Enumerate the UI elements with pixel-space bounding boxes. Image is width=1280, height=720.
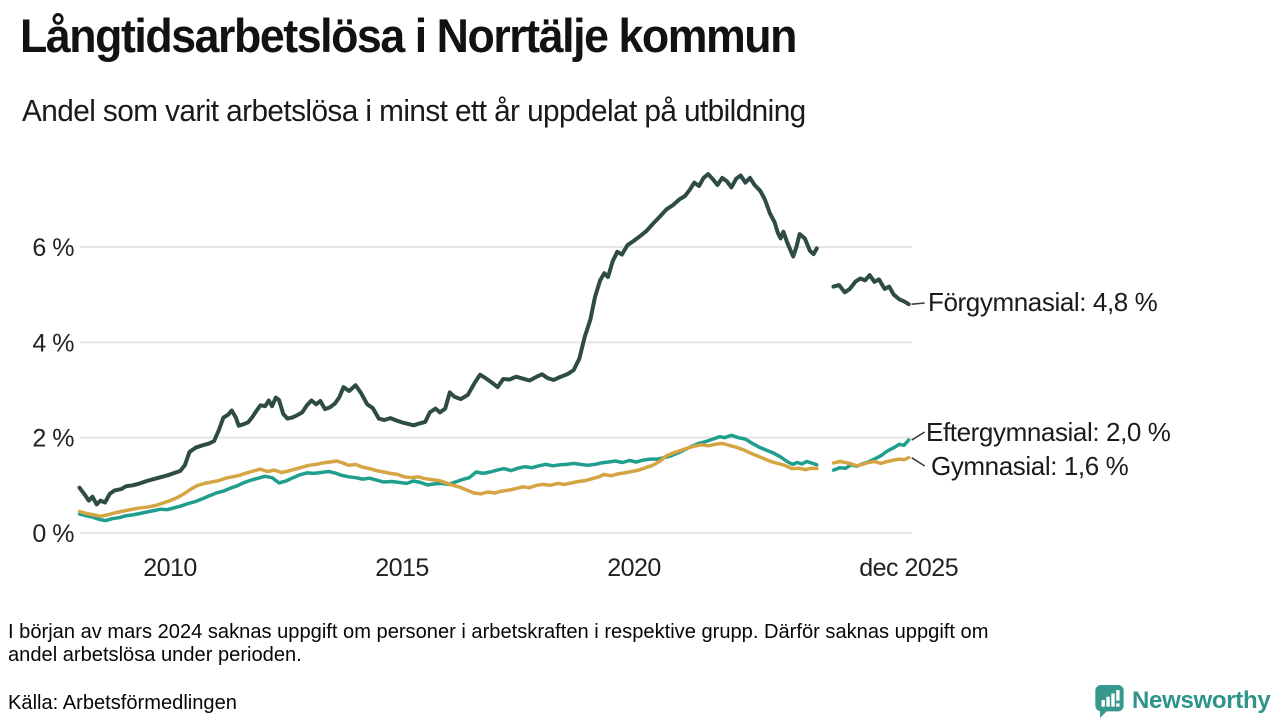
x-axis-tick-label: dec 2025	[859, 554, 958, 582]
series-line-eftergymnasial	[77, 433, 819, 523]
series-line-gymnasial	[77, 441, 819, 519]
x-axis-tick-label: 2020	[607, 554, 661, 582]
series-line-gymnasial	[831, 455, 911, 468]
newsworthy-logo: Newsworthy	[1094, 684, 1271, 718]
label-leader-line	[911, 431, 926, 441]
series-label-eftergymnasial: Eftergymnasial: 2,0 %	[926, 417, 1171, 447]
page-title: Långtidsarbetslösa i Norrtälje kommun	[20, 9, 797, 62]
footnote-line: I början av mars 2024 saknas uppgift om …	[8, 620, 989, 643]
x-axis-tick-label: 2010	[143, 554, 197, 582]
series-line-förgymnasial	[831, 273, 911, 307]
label-leader-line	[911, 457, 926, 467]
source-credit: Källa: Arbetsförmedlingen	[8, 691, 237, 714]
newsworthy-wordmark: Newsworthy	[1132, 687, 1271, 714]
label-leader-line	[911, 302, 925, 305]
page-subtitle: Andel som varit arbetslösa i minst ett å…	[22, 93, 806, 128]
y-axis-tick-label: 2 %	[32, 425, 74, 453]
y-axis-tick-label: 0 %	[32, 520, 74, 548]
y-axis-tick-label: 6 %	[32, 234, 74, 262]
y-axis-tick-label: 4 %	[32, 329, 74, 357]
series-line-eftergymnasial	[831, 438, 911, 472]
series-label-gymnasial: Gymnasial: 1,6 %	[931, 451, 1129, 481]
series-label-forgymnasial: Förgymnasial: 4,8 %	[928, 287, 1158, 317]
bar-chart-speech-bubble-icon	[1095, 684, 1124, 718]
footnote-line: andel arbetslösa under perioden.	[8, 643, 302, 666]
x-axis-tick-label: 2015	[375, 554, 429, 582]
footnote: I början av mars 2024 saknas uppgift om …	[8, 620, 988, 666]
series-line-förgymnasial	[77, 172, 819, 507]
